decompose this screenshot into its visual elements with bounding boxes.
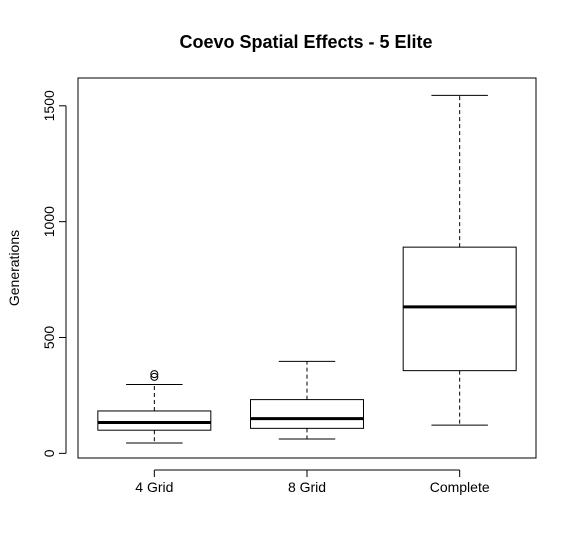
x-axis: 4 Grid 8 Grid Complete <box>135 469 490 495</box>
x-tick-label: 8 Grid <box>288 479 326 495</box>
box-2 <box>250 360 364 440</box>
y-tick-label: 1500 <box>41 90 57 121</box>
outlier-point <box>150 370 159 379</box>
y-tick-label: 500 <box>41 326 57 350</box>
box-1 <box>97 370 212 444</box>
chart-title: Coevo Spatial Effects - 5 Elite <box>179 32 432 52</box>
y-tick-label: 0 <box>41 449 57 457</box>
y-tick-label: 1000 <box>41 206 57 237</box>
boxes-group <box>97 94 517 444</box>
x-tick-label: Complete <box>430 479 490 495</box>
box-iqr <box>250 399 364 429</box>
box-3 <box>402 94 517 426</box>
y-axis-label: Generations <box>6 230 22 306</box>
outlier-point <box>150 372 159 381</box>
plot-frame <box>77 77 537 459</box>
box-iqr <box>97 410 212 431</box>
box-iqr <box>402 246 517 372</box>
x-tick-label: 4 Grid <box>135 479 173 495</box>
y-axis: 0 500 1000 1500 <box>41 90 67 457</box>
